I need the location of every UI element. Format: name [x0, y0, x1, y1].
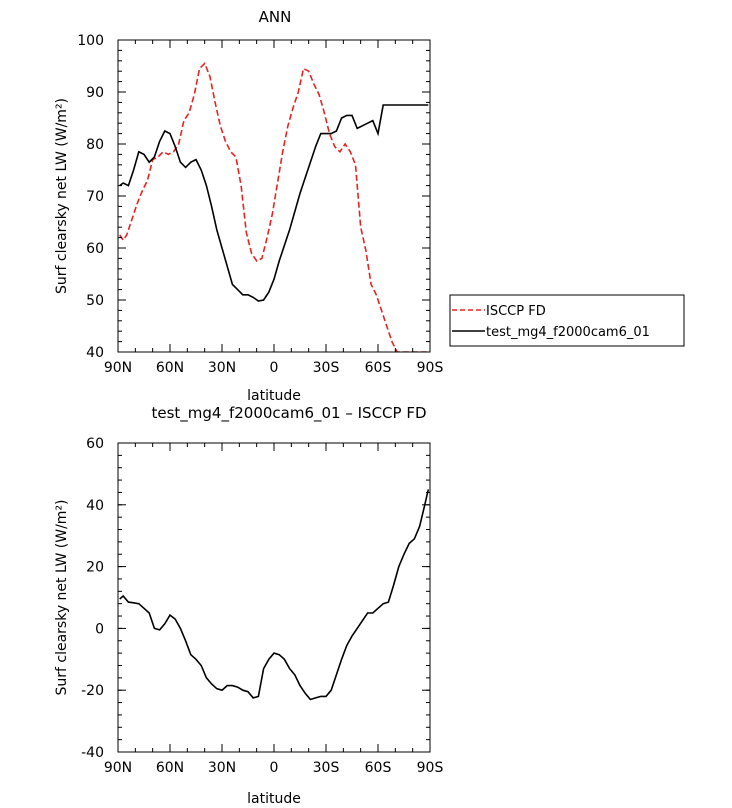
x-tick-label: 60N [156, 760, 184, 776]
legend-label-isccp: ISCCP FD [486, 304, 546, 319]
series-line-difference [119, 489, 430, 701]
y-tick-label: 40 [86, 345, 104, 361]
legend-box [449, 294, 685, 347]
chart-title: ANN [259, 8, 292, 26]
plot-frame [117, 39, 431, 353]
y-tick-label: -20 [81, 683, 104, 699]
x-tick-label: 90S [417, 360, 444, 376]
axis-ticks: 90N 60N 30N 0 30S 60S 90S -40 -20 0 20 40 60 [81, 436, 443, 776]
y-tick-label: -40 [81, 745, 104, 761]
x-tick-label: 60S [365, 760, 392, 776]
y-tick-label: 100 [77, 33, 104, 49]
y-tick-label: 50 [86, 293, 104, 309]
x-tick-label: 90N [104, 760, 132, 776]
legend-label-model: test_mg4_f2000cam6_01 [486, 325, 650, 340]
x-tick-label: 30S [313, 760, 340, 776]
chart-title: test_mg4_f2000cam6_01 – ISCCP FD [151, 404, 426, 423]
y-tick-label: 70 [86, 189, 104, 205]
y-tick-label: 40 [86, 498, 104, 514]
y-tick-label: 0 [95, 621, 104, 637]
x-tick-label: 0 [270, 360, 279, 376]
y-tick-label: 60 [86, 241, 104, 257]
plot-area [119, 489, 430, 701]
plot-frame [117, 442, 431, 753]
y-axis-label: Surf clearsky net LW (W/m²) [54, 98, 70, 294]
x-tick-label: 30S [313, 360, 340, 376]
y-tick-label: 60 [86, 436, 104, 452]
x-tick-label: 60S [365, 360, 392, 376]
chart-panel-top: ANN 90N 60N 30N 0 30S 60S 90S 40 50 60 70 80 90 100 l… [54, 8, 443, 404]
y-axis-label: Surf clearsky net LW (W/m²) [54, 499, 70, 695]
x-tick-label: 90S [417, 760, 444, 776]
series-line-isccp-fd [119, 61, 429, 352]
series-line-test-mg4-f2000cam6-01 [119, 104, 429, 302]
x-axis-label: latitude [247, 791, 301, 807]
x-tick-label: 0 [270, 760, 279, 776]
x-tick-label: 30N [208, 360, 236, 376]
x-tick-label: 60N [156, 360, 184, 376]
plot-area [119, 61, 429, 352]
x-axis-label: latitude [247, 388, 301, 404]
y-tick-label: 80 [86, 137, 104, 153]
x-tick-label: 90N [104, 360, 132, 376]
legend: ISCCP FD test_mg4_f2000cam6_01 [449, 294, 685, 347]
y-tick-label: 90 [86, 85, 104, 101]
chart-panel-bottom: test_mg4_f2000cam6_01 – ISCCP FD 90N 60N 3… [54, 404, 443, 807]
x-tick-label: 30N [208, 760, 236, 776]
y-tick-label: 20 [86, 560, 104, 576]
axis-ticks: 90N 60N 30N 0 30S 60S 90S 40 50 60 70 80 90 100 [77, 33, 443, 376]
